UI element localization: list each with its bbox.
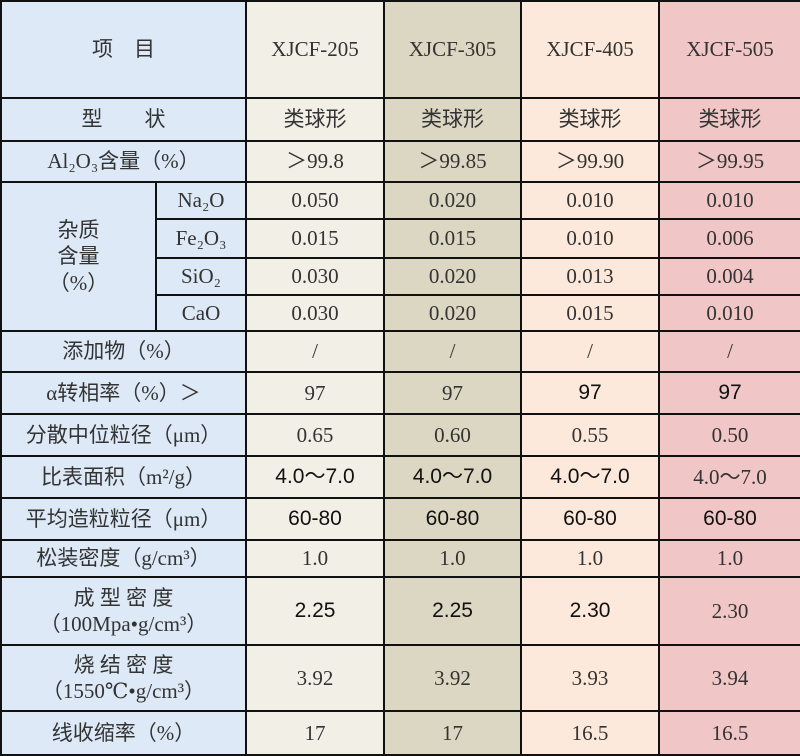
table-row: CaO 0.030 0.020 0.015 0.010 [1, 294, 800, 332]
value-cell: / [245, 330, 385, 373]
header-label: 项 目 [0, 0, 247, 99]
value-cell: 0.65 [245, 413, 385, 457]
value-cell: 60-80 [383, 497, 522, 541]
value-cell: ＞99.8 [245, 140, 385, 183]
value-cell: / [520, 330, 660, 373]
value-cell: 97 [658, 371, 800, 415]
row-label: 型 状 [0, 97, 247, 142]
table-row: 添加物（%） / / / / [0, 330, 800, 373]
row-label: 成 型 密 度 （100Mpa•g/cm³） [0, 576, 247, 646]
value-cell: 类球形 [245, 97, 385, 142]
value-cell: 16.5 [520, 710, 660, 756]
value-cell: 类球形 [520, 97, 660, 142]
value-cell: ＞99.95 [658, 140, 800, 183]
value-cell: 0.010 [658, 294, 800, 332]
value-cell: 16.5 [658, 710, 800, 756]
value-cell: 0.60 [383, 413, 522, 457]
impurity-group-label: 杂质 含量 （%） [0, 181, 157, 332]
value-cell: 0.010 [658, 181, 800, 220]
table-row: 成 型 密 度 （100Mpa•g/cm³） 2.25 2.25 2.30 2.30 [0, 576, 800, 646]
value-cell: 3.92 [245, 644, 385, 712]
table-row: Al₂O₃含量（%） ＞99.8 ＞99.85 ＞99.90 ＞99.95 [0, 140, 800, 183]
value-cell: 1.0 [520, 539, 660, 578]
value-cell: 0.030 [245, 294, 385, 332]
value-cell: 2.25 [383, 576, 522, 646]
value-cell: 97 [383, 371, 522, 415]
value-cell: 0.013 [520, 257, 660, 296]
table-row: α转相率（%）＞ 97 97 97 97 [0, 371, 800, 415]
value-cell: 60-80 [520, 497, 660, 541]
value-cell: 3.93 [520, 644, 660, 712]
value-cell: 0.50 [658, 413, 800, 457]
value-cell: 0.006 [658, 218, 800, 259]
table-row: 烧 结 密 度 （1550℃•g/cm³） 3.92 3.92 3.93 3.94 [0, 644, 800, 712]
value-cell: 类球形 [658, 97, 800, 142]
product-header: XJCF-205 [245, 0, 385, 99]
value-cell: 17 [383, 710, 522, 756]
product-header: XJCF-505 [658, 0, 800, 99]
header-row: 项 目 XJCF-205 XJCF-305 XJCF-405 XJCF-505 [0, 0, 800, 99]
value-cell: 0.015 [520, 294, 660, 332]
row-label: 松装密度（g/cm³） [0, 539, 247, 578]
impurity-name: SiO₂ [155, 257, 247, 296]
value-cell: 0.015 [383, 218, 522, 259]
row-label: 比表面积（m²/g） [0, 455, 247, 499]
value-cell: 17 [245, 710, 385, 756]
value-cell: 0.020 [383, 294, 522, 332]
value-cell: 4.0～7.0 [520, 455, 660, 499]
value-cell: 0.55 [520, 413, 660, 457]
value-cell: 4.0～7.0 [245, 455, 385, 499]
value-cell: 60-80 [658, 497, 800, 541]
row-label: Al₂O₃含量（%） [0, 140, 247, 183]
table-row: 分散中位粒径（μm） 0.65 0.60 0.55 0.50 [0, 413, 800, 457]
row-label: 平均造粒粒径（μm） [0, 497, 247, 541]
table-row: 线收缩率（%） 17 17 16.5 16.5 [0, 710, 800, 756]
impurity-name: CaO [155, 294, 247, 332]
value-cell: 2.25 [245, 576, 385, 646]
value-cell: 0.050 [245, 181, 385, 220]
row-label: 添加物（%） [0, 330, 247, 373]
value-cell: ＞99.85 [383, 140, 522, 183]
value-cell: 类球形 [383, 97, 522, 142]
table-row: Fe₂O₃ 0.015 0.015 0.010 0.006 [1, 218, 800, 259]
row-label: 烧 结 密 度 （1550℃•g/cm³） [0, 644, 247, 712]
table-row: 型 状类球形 类球形 类球形 类球形 [0, 97, 800, 142]
impurity-name: Na₂O [155, 181, 247, 220]
row-label: 分散中位粒径（μm） [0, 413, 247, 457]
value-cell: 4.0～7.0 [658, 455, 800, 499]
value-cell: 2.30 [658, 576, 800, 646]
table-row: 比表面积（m²/g） 4.0～7.0 4.0～7.0 4.0～7.0 4.0～7.0 [0, 455, 800, 499]
value-cell: 0.010 [520, 181, 660, 220]
impurity-name: Fe₂O₃ [155, 218, 247, 259]
value-cell: 2.30 [520, 576, 660, 646]
value-cell: 3.92 [383, 644, 522, 712]
product-header: XJCF-405 [520, 0, 660, 99]
value-cell: 0.020 [383, 181, 522, 220]
value-cell: / [383, 330, 522, 373]
product-header: XJCF-305 [383, 0, 522, 99]
table-row: 杂质 含量 （%） Na₂O 0.050 0.020 0.010 0.010 [0, 181, 800, 332]
value-cell: 1.0 [658, 539, 800, 578]
row-label: 线收缩率（%） [0, 710, 247, 756]
value-cell: 4.0～7.0 [383, 455, 522, 499]
table-row: 松装密度（g/cm³） 1.0 1.0 1.0 1.0 [0, 539, 800, 578]
value-cell: 0.030 [245, 257, 385, 296]
value-cell: 97 [245, 371, 385, 415]
value-cell: 0.015 [245, 218, 385, 259]
value-cell: 0.010 [520, 218, 660, 259]
row-label: α转相率（%）＞ [0, 371, 247, 415]
value-cell: 1.0 [245, 539, 385, 578]
value-cell: 1.0 [383, 539, 522, 578]
value-cell: 0.020 [383, 257, 522, 296]
value-cell: 60-80 [245, 497, 385, 541]
value-cell: / [658, 330, 800, 373]
table-row: 平均造粒粒径（μm） 60-80 60-80 60-80 60-80 [0, 497, 800, 541]
value-cell: ＞99.90 [520, 140, 660, 183]
value-cell: 3.94 [658, 644, 800, 712]
value-cell: 0.004 [658, 257, 800, 296]
table-row: SiO₂ 0.030 0.020 0.013 0.004 [1, 257, 800, 296]
value-cell: 97 [520, 371, 660, 415]
